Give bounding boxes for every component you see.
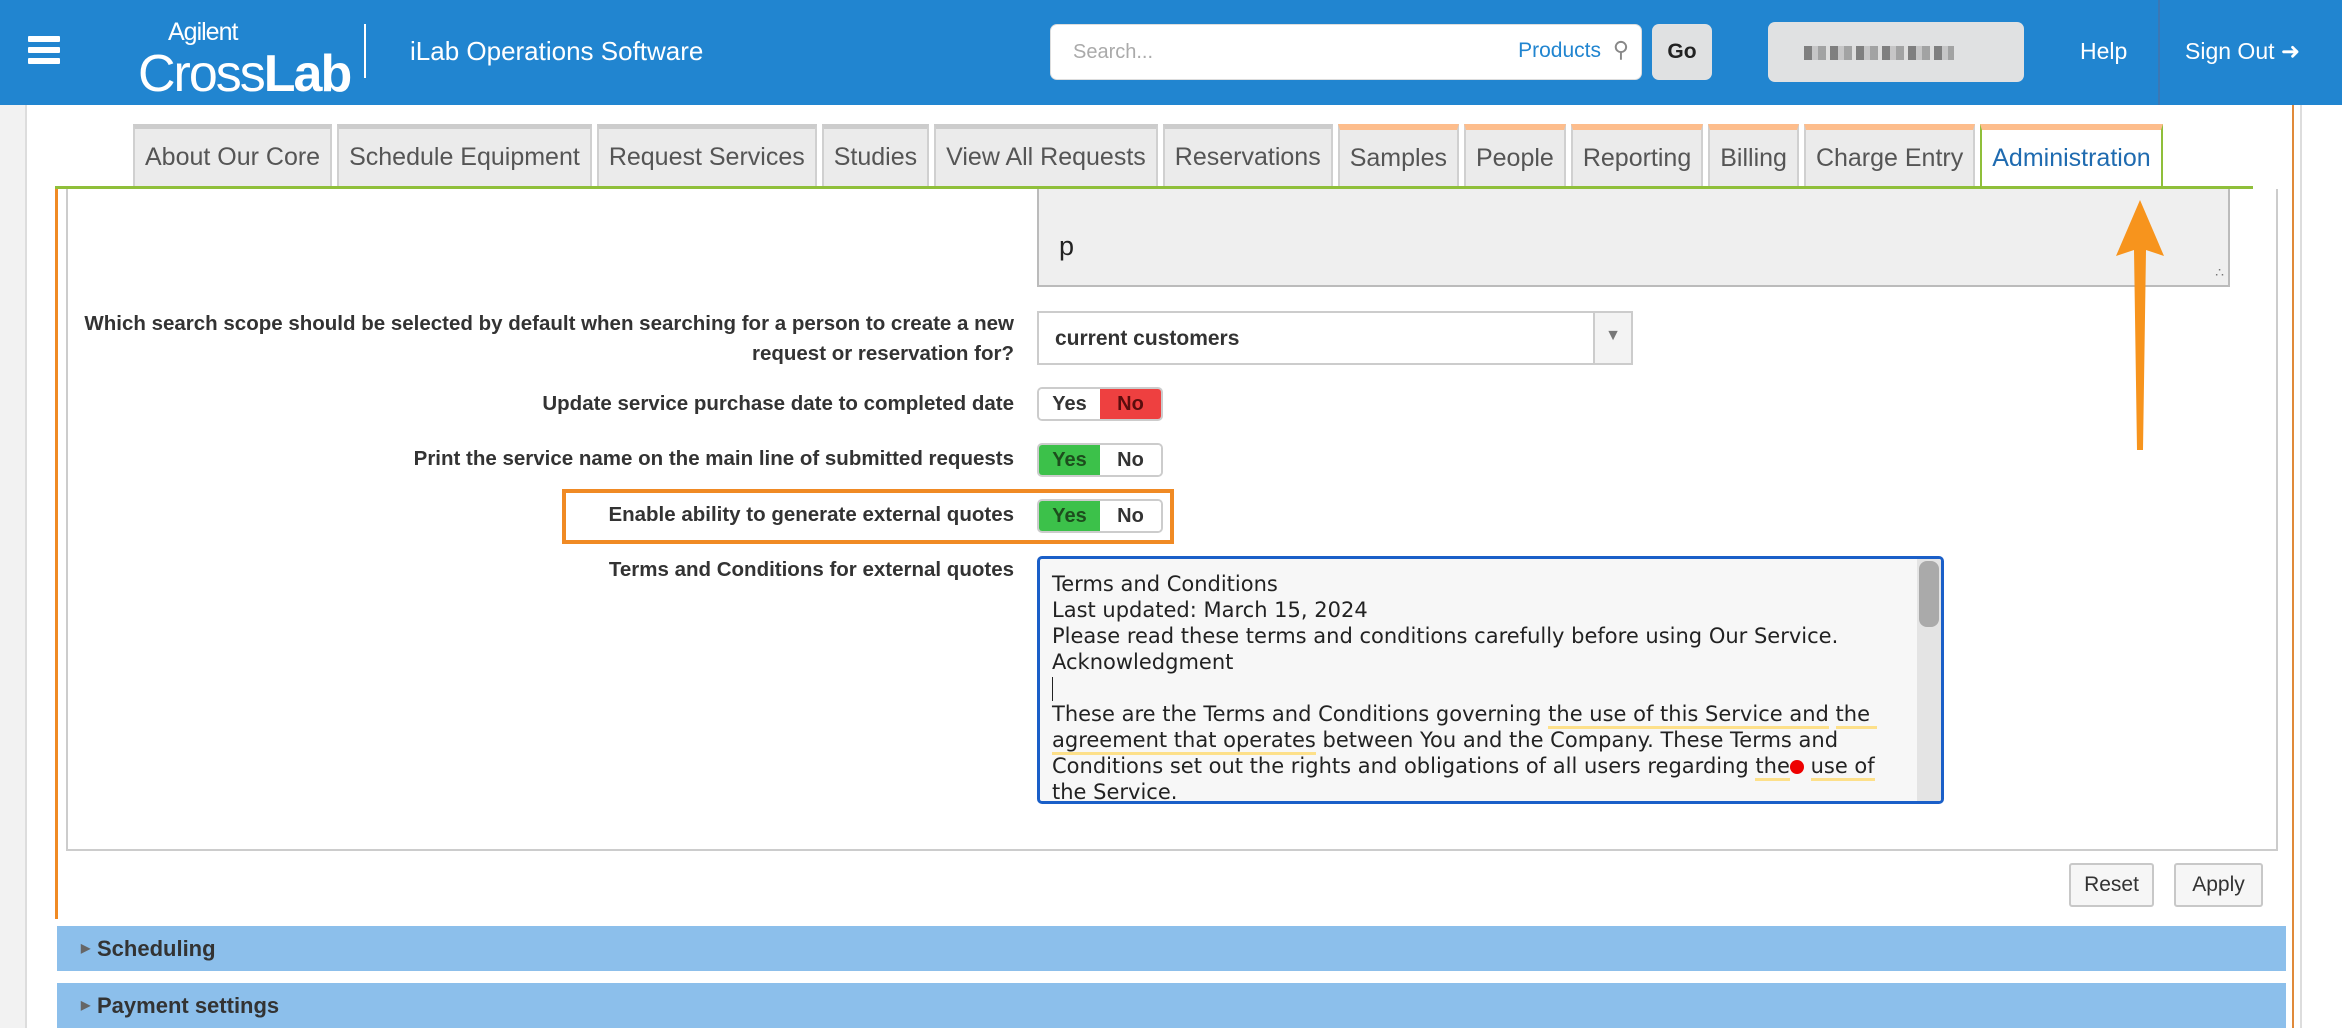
tab-administration[interactable]: Administration [1980, 124, 2163, 188]
tab-view-all-requests[interactable]: View All Requests [934, 124, 1158, 188]
highlight-box [562, 489, 1174, 544]
right-border [2292, 105, 2294, 1028]
terms-line: Last updated: March 15, 2024 [1052, 598, 1368, 622]
right-border [2300, 105, 2302, 1028]
update-purchase-date-toggle[interactable]: Yes No [1037, 387, 1163, 421]
left-margin [0, 105, 27, 1028]
print-service-name-toggle[interactable]: Yes No [1037, 443, 1163, 477]
logo-crosslab: CrossLab [138, 45, 352, 103]
search-placeholder: Search... [1073, 41, 1154, 63]
print-service-name-label: Print the service name on the main line … [413, 447, 1014, 470]
spellcheck-dot-icon [1789, 760, 1804, 774]
tab-reservations[interactable]: Reservations [1162, 124, 1333, 188]
tab-billing[interactable]: Billing [1708, 124, 1799, 188]
scrollbar-thumb[interactable] [1919, 561, 1939, 627]
external-quotes-toggle[interactable]: Yes No [1037, 499, 1163, 533]
search-scope-select[interactable]: current customers ▼ [1037, 311, 1633, 365]
content-area [55, 189, 2292, 919]
section-payment-settings[interactable]: ▶ Payment settings [57, 983, 2286, 1028]
previous-textarea[interactable]: p ∴ [1037, 189, 2230, 287]
tab-about-our-core[interactable]: About Our Core [133, 124, 333, 188]
tab-bar: About Our Core Schedule Equipment Reques… [133, 124, 2163, 188]
go-button[interactable]: Go [1652, 24, 1712, 80]
search-scope-products[interactable]: Products [1518, 39, 1601, 62]
resize-handle-icon[interactable]: ∴ [2215, 264, 2224, 280]
caret-right-icon: ▶ [81, 941, 91, 955]
yes-option[interactable]: Yes [1039, 389, 1100, 419]
orange-arrow-annotation [2116, 200, 2164, 450]
tab-request-services[interactable]: Request Services [596, 124, 817, 188]
yes-option[interactable]: Yes [1039, 445, 1100, 475]
no-option[interactable]: No [1100, 501, 1161, 531]
chevron-down-icon[interactable]: ▼ [1593, 313, 1631, 363]
terms-line: Terms and Conditions [1052, 572, 1278, 596]
reset-button[interactable]: Reset [2069, 863, 2154, 907]
update-purchase-date-label: Update service purchase date to complete… [542, 392, 1014, 415]
text-cursor [1052, 675, 1911, 701]
caret-right-icon: ▶ [81, 998, 91, 1012]
tab-people[interactable]: People [1463, 124, 1566, 188]
settings-panel [66, 189, 2278, 851]
menu-icon[interactable] [28, 36, 60, 64]
sign-out-link[interactable]: Sign Out ➜ [2185, 38, 2301, 64]
terms-line: Please read these terms and conditions c… [1052, 624, 1839, 648]
blurred-username [1804, 46, 1954, 60]
tab-samples[interactable]: Samples [1337, 124, 1459, 188]
tab-studies[interactable]: Studies [821, 124, 930, 188]
tab-charge-entry[interactable]: Charge Entry [1803, 124, 1976, 188]
tab-schedule-equipment[interactable]: Schedule Equipment [337, 124, 592, 188]
app-name: iLab Operations Software [410, 36, 704, 66]
user-menu-button[interactable] [1768, 22, 2024, 82]
help-link[interactable]: Help [2080, 38, 2128, 64]
tab-reporting[interactable]: Reporting [1570, 124, 1704, 188]
section-scheduling[interactable]: ▶ Scheduling [57, 926, 2286, 971]
terms-textarea[interactable]: Terms and Conditions Last updated: March… [1037, 556, 1944, 804]
terms-line: Acknowledgment [1052, 650, 1234, 674]
yes-option[interactable]: Yes [1039, 501, 1100, 531]
sign-out-icon: ➜ [2280, 38, 2301, 64]
terms-label: Terms and Conditions for external quotes [608, 558, 1014, 581]
scrollbar[interactable] [1917, 559, 1941, 801]
external-quotes-label: Enable ability to generate external quot… [608, 503, 1014, 526]
no-option[interactable]: No [1100, 445, 1161, 475]
search-input[interactable]: Search... Products ⚲ [1050, 24, 1642, 80]
tab-underline [55, 186, 2253, 189]
search-icon[interactable]: ⚲ [1612, 37, 1629, 62]
top-header: Agilent CrossLab iLab Operations Softwar… [0, 0, 2342, 105]
search-scope-label: Which search scope should be selected by… [84, 312, 1014, 365]
apply-button[interactable]: Apply [2174, 863, 2263, 907]
divider [364, 24, 366, 78]
logo-agilent: Agilent [168, 18, 238, 46]
no-option[interactable]: No [1100, 389, 1161, 419]
divider [2158, 0, 2160, 105]
terms-paragraph: These are the Terms and Conditions gover… [1052, 702, 1882, 804]
